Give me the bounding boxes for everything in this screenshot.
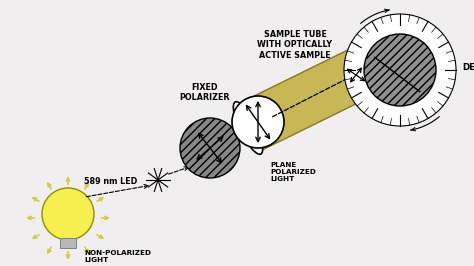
Ellipse shape (356, 42, 385, 94)
Circle shape (344, 14, 456, 126)
Circle shape (180, 118, 240, 178)
Ellipse shape (358, 45, 382, 91)
Text: FIXED
POLARIZER: FIXED POLARIZER (180, 83, 230, 102)
Text: DETECTOR: DETECTOR (462, 64, 474, 73)
Text: NON-POLARIZED
LIGHT: NON-POLARIZED LIGHT (84, 250, 151, 263)
Bar (60, 238, 76, 248)
Ellipse shape (233, 102, 263, 154)
Text: PLANE
POLARIZED
LIGHT: PLANE POLARIZED LIGHT (270, 162, 316, 182)
Circle shape (364, 34, 436, 106)
Circle shape (42, 188, 94, 240)
Circle shape (232, 96, 284, 148)
Text: 589 nm LED: 589 nm LED (84, 177, 137, 186)
Text: SAMPLE TUBE
WITH OPTICALLY
ACTIVE SAMPLE: SAMPLE TUBE WITH OPTICALLY ACTIVE SAMPLE (257, 30, 333, 60)
Polygon shape (237, 45, 382, 151)
